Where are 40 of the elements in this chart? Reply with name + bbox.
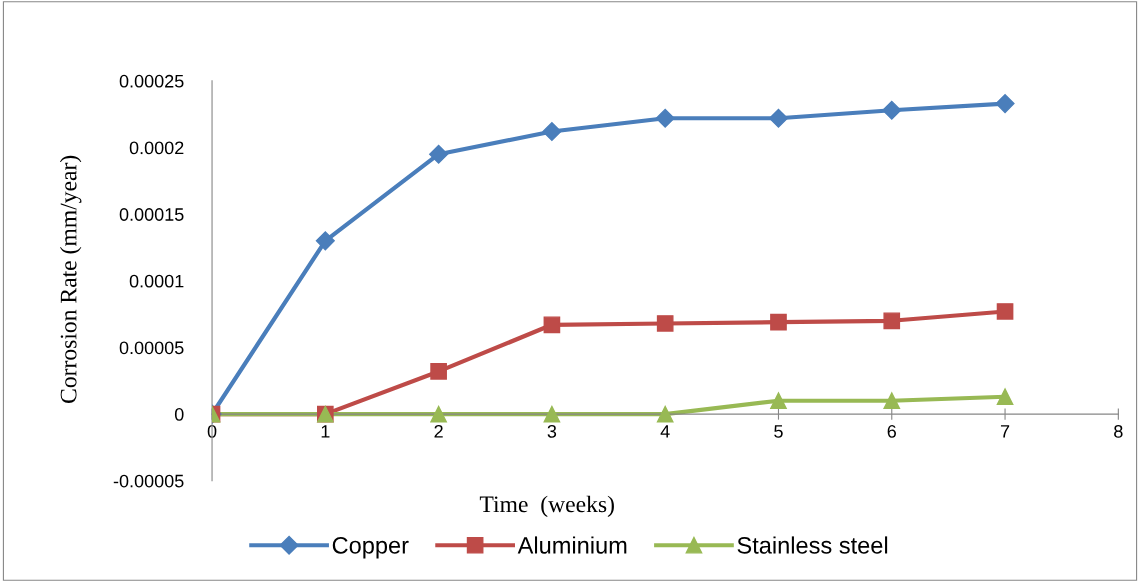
y-tick-label: 0.00015	[119, 208, 184, 221]
point	[770, 392, 787, 410]
point	[996, 303, 1014, 320]
point	[996, 388, 1014, 406]
legend-label: Copper	[332, 537, 409, 559]
point	[656, 405, 674, 423]
point	[995, 94, 1015, 114]
point	[543, 405, 561, 423]
y-tick-label: 0	[174, 408, 184, 421]
point	[882, 100, 902, 120]
point	[315, 231, 335, 251]
x-tick-label: 8	[1114, 424, 1123, 438]
point	[429, 144, 449, 164]
y-axis-title: Corrosion Rate (mm/year)	[59, 155, 82, 403]
point	[883, 312, 901, 330]
point	[770, 313, 787, 331]
point	[543, 316, 561, 334]
x-tick-label: 0	[207, 424, 217, 438]
point	[430, 363, 447, 380]
legend-label: Stainless steel	[737, 536, 888, 554]
point	[430, 405, 447, 423]
y-tick-label: -0.00005	[113, 474, 184, 488]
point	[883, 392, 901, 410]
y-tick-label: 0.0002	[129, 141, 184, 155]
y-tick-label: 0.00005	[119, 341, 184, 355]
x-tick-label: 1	[321, 425, 330, 438]
x-tick-label: 3	[547, 424, 557, 438]
x-tick-label: 7	[1000, 425, 1010, 438]
point	[655, 108, 675, 128]
x-tick-label: 6	[887, 424, 896, 438]
legend-label: Aluminium	[517, 536, 627, 554]
y-tick-label: 0.00025	[119, 74, 184, 88]
x-tick-label: 2	[434, 424, 443, 438]
point	[542, 122, 562, 142]
y-tick-label: 0.0001	[129, 274, 184, 288]
x-axis-title: Time (weeks)	[479, 495, 614, 518]
x-tick-label: 4	[660, 425, 670, 438]
x-tick-label: 5	[774, 425, 783, 438]
point	[656, 315, 674, 332]
point	[768, 108, 789, 128]
